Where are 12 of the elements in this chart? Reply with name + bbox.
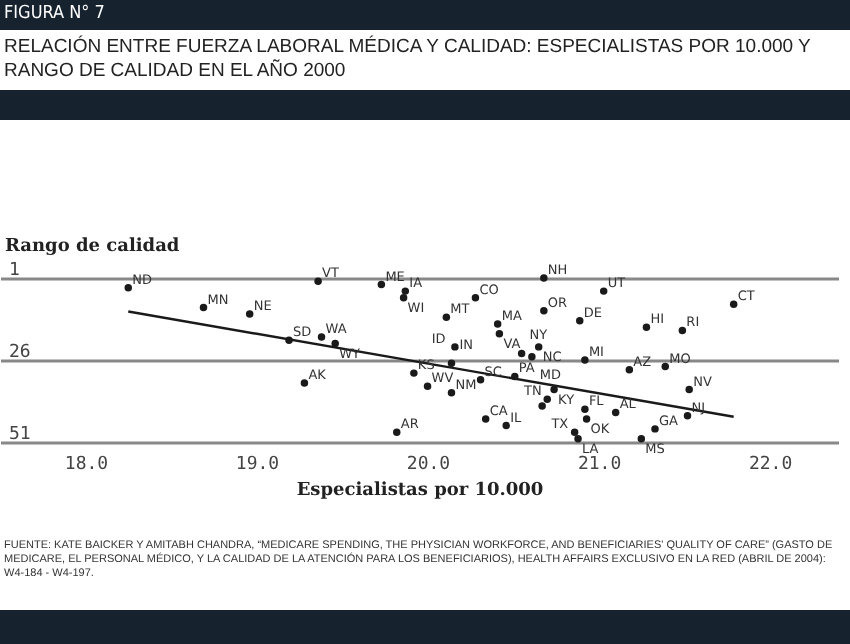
y-tick-label: 51 xyxy=(9,425,31,445)
x-tick-label: 20.0 xyxy=(406,455,451,475)
x-tick-label: 19.0 xyxy=(235,455,280,475)
x-tick-label: 21.0 xyxy=(577,455,622,475)
y-tick-label: 26 xyxy=(9,343,31,363)
y-axis-title: Rango de calidad xyxy=(5,237,181,257)
x-tick-label: 18.0 xyxy=(64,455,109,475)
text: FIGURA N° 7 xyxy=(0,0,850,30)
chart-title: RELACIÓN ENTRE FUERZA LABORAL MÉDICA Y CALIDAD: ESPECIALISTAS POR 10.000 Y RANGO DE CALIDAD EN EL AÑO 2000 xyxy=(2,33,813,86)
y-tick-label: 1 xyxy=(9,261,20,281)
x-axis-title: Especialistas por 10.000 xyxy=(296,481,544,501)
x-tick-label: 22.0 xyxy=(748,455,793,475)
